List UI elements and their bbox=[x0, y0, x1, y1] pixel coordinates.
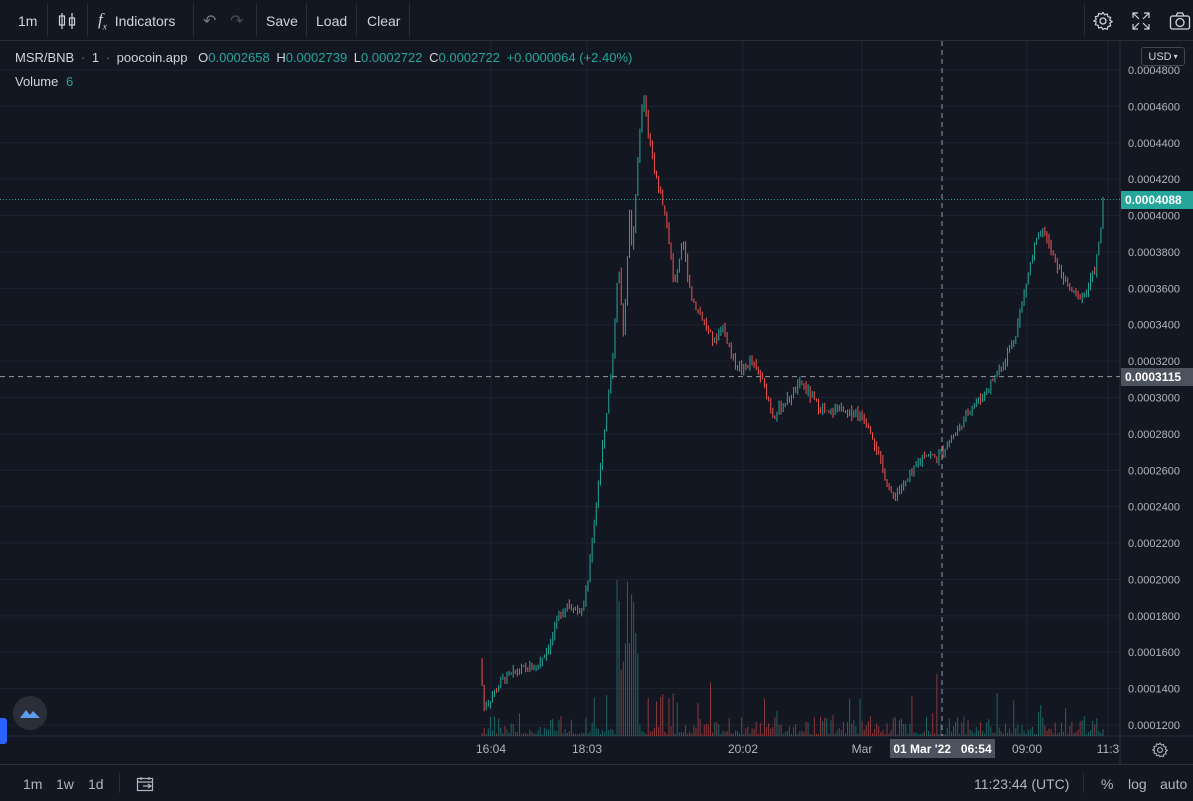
volume-legend: Volume 6 bbox=[15, 74, 73, 89]
crosshair-time: 06:54 bbox=[960, 741, 992, 756]
auto-toggle[interactable]: auto bbox=[1160, 775, 1188, 792]
currency-button[interactable]: USD ▾ bbox=[1141, 47, 1185, 66]
chevron-down-icon: ▾ bbox=[1173, 52, 1178, 61]
crosshair-date: 01 Mar '22 bbox=[893, 741, 951, 756]
load-button[interactable]: Load bbox=[316, 12, 348, 29]
indicators-button[interactable]: fx Indicators bbox=[98, 0, 175, 41]
range-button-1w[interactable]: 1w bbox=[56, 775, 74, 792]
price-chart[interactable]: 0.0004800 0.0004600 0.0004400 0.0004200 0.00… bbox=[0, 41, 1193, 764]
range-button-1m[interactable]: 1m bbox=[23, 775, 43, 792]
fx-icon: fx bbox=[98, 9, 107, 32]
candles-icon[interactable] bbox=[58, 0, 76, 41]
last-price-tag: 0.0004088 bbox=[1121, 191, 1193, 209]
bottom-divider bbox=[1083, 773, 1084, 793]
interval-button[interactable]: 1m bbox=[18, 12, 38, 29]
bottom-toolbar: 1m 1w 1d 11:23:44 (UTC) % log auto bbox=[0, 764, 1193, 801]
top-toolbar: 1m fx Indicators ↶ ↷ Save Load Clear bbox=[0, 0, 1193, 41]
crosshair-time-tag: 01 Mar '22 06:54 bbox=[890, 739, 995, 758]
chart-legend: MSR/BNB · 1 · poocoin.app O0.0002658 H0.… bbox=[15, 50, 633, 65]
price-axis-label: 0.0002000 bbox=[1128, 574, 1180, 586]
goto-date-icon[interactable] bbox=[136, 765, 154, 801]
price-axis-label: 0.0001800 bbox=[1128, 611, 1180, 623]
price-axis-label: 0.0003000 bbox=[1128, 393, 1180, 405]
toolbar-divider bbox=[47, 3, 48, 37]
price-axis-label: 0.0003400 bbox=[1128, 320, 1180, 332]
legend-low-label: L bbox=[353, 50, 362, 65]
time-axis-label: 18:03 bbox=[572, 742, 602, 756]
price-axis-label: 0.0001200 bbox=[1128, 720, 1180, 732]
percent-toggle[interactable]: % bbox=[1101, 775, 1114, 792]
range-button-1d[interactable]: 1d bbox=[88, 775, 104, 792]
redo-icon[interactable]: ↷ bbox=[230, 12, 244, 30]
currency-label: USD bbox=[1148, 50, 1172, 63]
logo-badge[interactable] bbox=[13, 696, 47, 730]
settings-gear-icon[interactable] bbox=[1093, 0, 1113, 41]
price-axis-label: 0.0004800 bbox=[1128, 65, 1180, 77]
time-axis-label: 16:04 bbox=[476, 742, 506, 756]
legend-interval: 1 bbox=[91, 50, 100, 65]
toolbar-divider bbox=[87, 3, 88, 37]
price-axis-label: 0.0001400 bbox=[1128, 684, 1180, 696]
legend-high-label: H bbox=[276, 50, 286, 65]
price-axis-label: 0.0002400 bbox=[1128, 502, 1180, 514]
indicators-label: Indicators bbox=[114, 12, 176, 29]
price-axis-label: 0.0002800 bbox=[1128, 429, 1180, 441]
undo-icon[interactable]: ↶ bbox=[203, 12, 217, 30]
price-axis-label: 0.0002200 bbox=[1128, 538, 1180, 550]
price-axis-label: 0.0004600 bbox=[1128, 101, 1180, 113]
logo-icon bbox=[20, 710, 40, 718]
legend-low: 0.0002722 bbox=[361, 50, 423, 65]
fullscreen-icon[interactable] bbox=[1131, 0, 1151, 41]
volume-value: 6 bbox=[66, 74, 74, 89]
legend-symbol[interactable]: MSR/BNB bbox=[15, 50, 75, 65]
price-axis-label: 0.0002600 bbox=[1128, 465, 1180, 477]
legend-open-label: O bbox=[198, 50, 209, 65]
legend-change: +0.0000064 (+2.40%) bbox=[506, 50, 633, 65]
toolbar-divider bbox=[409, 3, 410, 37]
camera-icon[interactable] bbox=[1169, 0, 1191, 41]
toolbar-divider bbox=[356, 3, 357, 37]
legend-high: 0.0002739 bbox=[285, 50, 348, 65]
bottom-divider bbox=[119, 773, 120, 793]
time-axis-label: 11:3 bbox=[1097, 742, 1120, 756]
utc-clock[interactable]: 11:23:44 (UTC) bbox=[974, 775, 1070, 792]
time-axis-label: 09:00 bbox=[1012, 742, 1042, 756]
price-axis-label: 0.0003800 bbox=[1128, 247, 1180, 259]
crosshair-price-tag: 0.0003115 bbox=[1121, 368, 1193, 386]
side-panel-toggle[interactable] bbox=[0, 718, 7, 744]
price-axis-label: 0.0001600 bbox=[1128, 647, 1180, 659]
toolbar-divider bbox=[193, 3, 194, 37]
legend-source: poocoin.app bbox=[116, 50, 188, 65]
save-button[interactable]: Save bbox=[266, 12, 298, 29]
time-axis-label: 20:02 bbox=[728, 742, 758, 756]
legend-close-label: C bbox=[429, 50, 439, 65]
price-axis-label: 0.0003200 bbox=[1128, 356, 1180, 368]
toolbar-divider bbox=[256, 3, 257, 37]
time-axis-label: Mar bbox=[852, 742, 873, 756]
time-axis-settings-icon[interactable] bbox=[1151, 742, 1169, 763]
legend-close: 0.0002722 bbox=[438, 50, 500, 65]
toolbar-divider bbox=[1084, 3, 1085, 37]
price-axis-label: 0.0004000 bbox=[1128, 211, 1180, 223]
clear-button[interactable]: Clear bbox=[367, 12, 401, 29]
price-axis-label: 0.0004400 bbox=[1128, 138, 1180, 150]
legend-open: 0.0002658 bbox=[208, 50, 270, 65]
toolbar-divider bbox=[306, 3, 307, 37]
price-axis-label: 0.0003600 bbox=[1128, 283, 1180, 295]
volume-label: Volume bbox=[15, 74, 59, 89]
log-toggle[interactable]: log bbox=[1128, 775, 1147, 792]
price-axis-label: 0.0004200 bbox=[1128, 174, 1180, 186]
